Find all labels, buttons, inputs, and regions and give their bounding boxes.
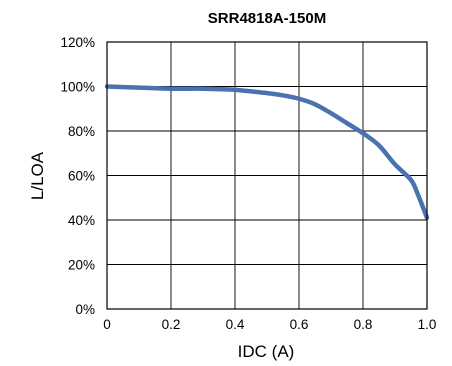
grid [106, 41, 428, 310]
x-tick-label: 0.6 [290, 317, 309, 332]
x-axis-label: IDC (A) [238, 342, 295, 361]
plot-frame [106, 41, 428, 310]
y-tick-label: 80% [68, 124, 95, 139]
x-tick-labels: 0 0.2 0.4 0.6 0.8 1.0 [103, 317, 436, 332]
y-tick-label: 40% [68, 213, 95, 228]
x-tick-label: 1.0 [418, 317, 437, 332]
y-tick-labels: 0% 20% 40% 60% 80% 100% 120% [60, 35, 95, 317]
y-tick-label: 100% [60, 80, 95, 95]
x-tick-label: 0 [103, 317, 111, 332]
y-tick-label: 60% [68, 169, 95, 184]
y-tick-label: 20% [68, 258, 95, 273]
chart-title: SRR4818A-150M [208, 10, 326, 27]
y-tick-label: 0% [75, 302, 95, 317]
x-tick-label: 0.2 [162, 317, 181, 332]
x-tick-label: 0.8 [354, 317, 373, 332]
y-tick-label: 120% [60, 35, 95, 50]
x-tick-label: 0.4 [226, 317, 245, 332]
series-line [104, 84, 430, 221]
y-axis-label: L/LOA [28, 151, 47, 200]
